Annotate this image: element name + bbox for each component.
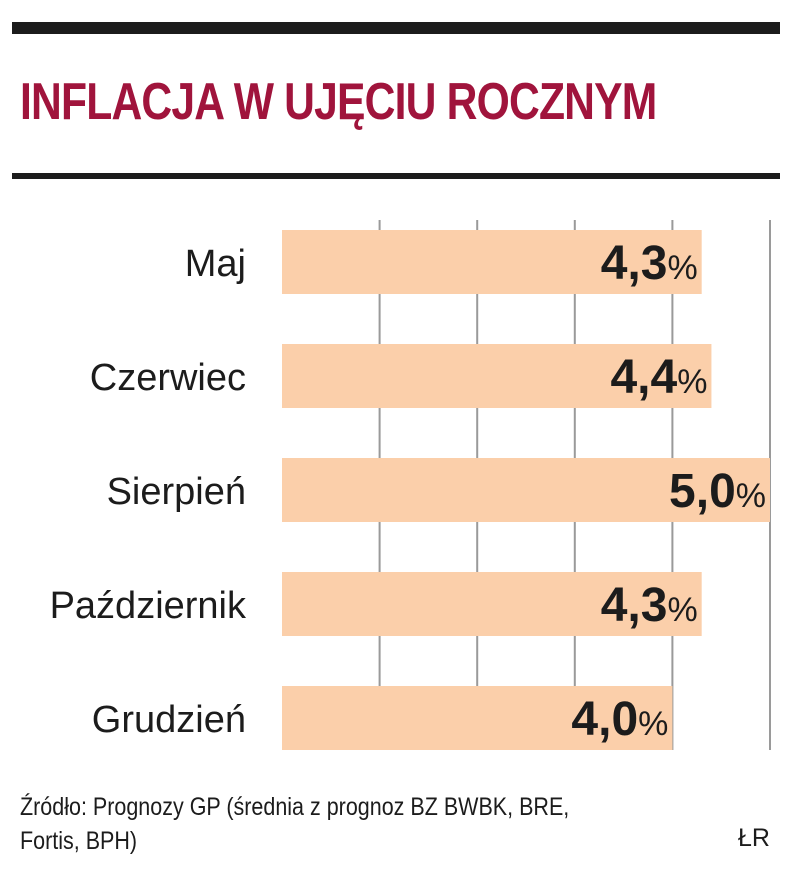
title-rule — [12, 173, 780, 179]
source-note: Źródło: Prognozy GP (średnia z prognoz B… — [20, 793, 570, 855]
bar — [282, 230, 702, 294]
data-label: 4,3% — [601, 579, 698, 632]
data-label: 4,3% — [601, 237, 698, 290]
category-label: Październik — [50, 585, 247, 627]
bar — [282, 344, 712, 408]
top-rule — [12, 22, 780, 34]
bar — [282, 458, 770, 522]
author-credit: ŁR — [738, 824, 770, 852]
data-label: 5,0% — [669, 465, 766, 518]
category-label: Sierpień — [107, 471, 246, 513]
category-label: Maj — [185, 243, 246, 285]
bar — [282, 572, 702, 636]
category-label: Grudzień — [92, 699, 246, 741]
chart-title: INFLACJA W UJĘCIU ROCZNYM — [20, 73, 657, 131]
bar-chart: Maj 4,3% Czerwiec 4,4% Sierpień 5,0% Październ… — [50, 220, 771, 750]
bar — [282, 686, 673, 750]
data-label: 4,4% — [610, 351, 707, 404]
data-label: 4,0% — [571, 693, 668, 746]
category-label: Czerwiec — [90, 357, 246, 399]
